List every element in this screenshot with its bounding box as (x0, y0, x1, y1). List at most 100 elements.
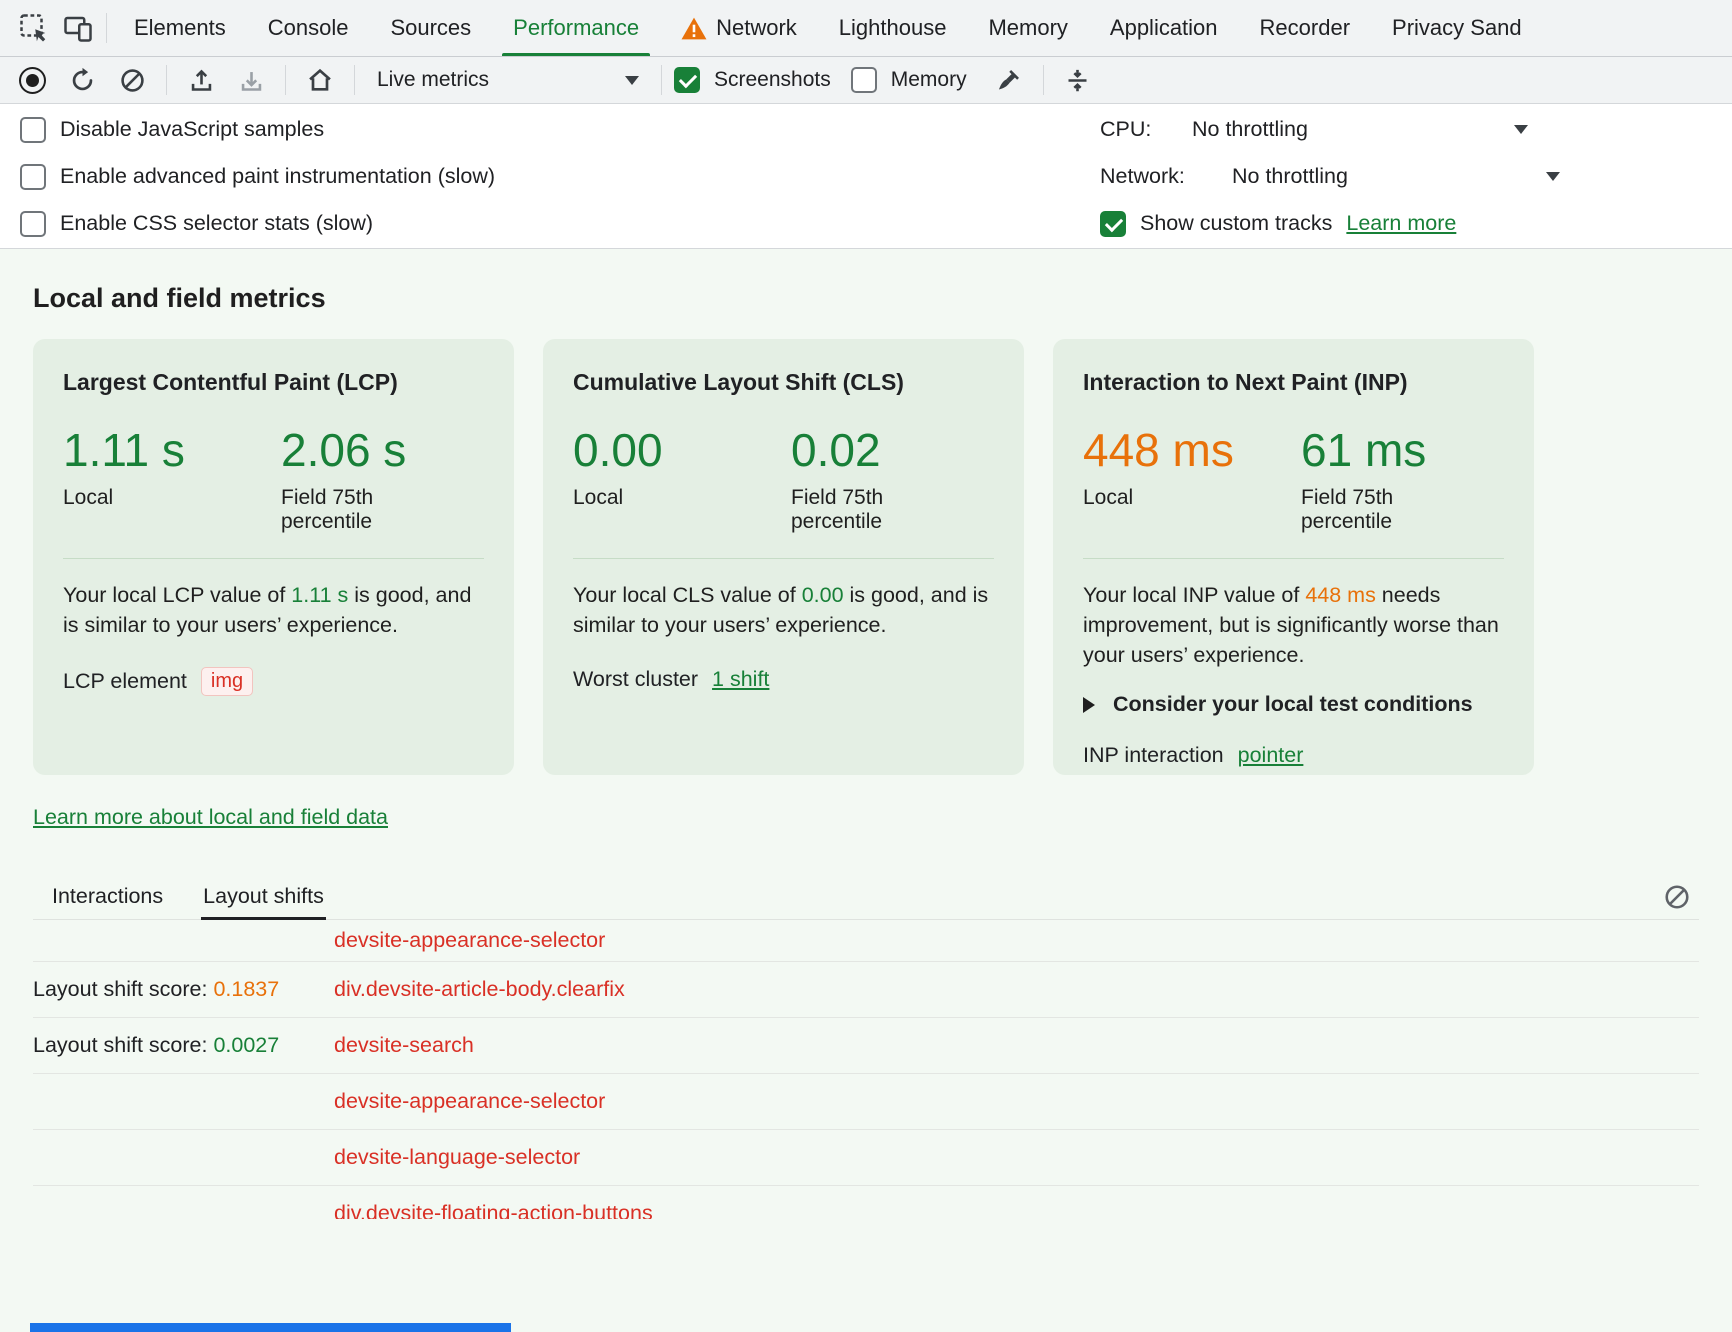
tab-sources[interactable]: Sources (369, 0, 492, 56)
screenshots-checkbox[interactable] (674, 67, 700, 93)
tab-label: Application (1109, 15, 1218, 40)
tab-privacy-sandbox[interactable]: Privacy Sand (1371, 0, 1543, 56)
setting-css-selector-stats: Enable CSS selector stats (slow) (20, 200, 495, 247)
load-profile-icon[interactable] (179, 60, 223, 100)
record-icon[interactable] (10, 60, 54, 100)
worst-cluster-label: Worst cluster (573, 666, 699, 691)
tab-layout-shifts[interactable]: Layout shifts (201, 874, 326, 920)
local-label: Local (573, 486, 624, 510)
devtools-tabbar: Elements Console Sources Performance Net… (0, 0, 1732, 57)
lcp-element-node-badge[interactable]: img (200, 666, 254, 696)
tab-interactions[interactable]: Interactions (52, 884, 164, 908)
clear-log-icon[interactable] (1655, 877, 1699, 917)
score-label: Layout shift score: (33, 1033, 214, 1057)
tab-console[interactable]: Console (247, 0, 370, 56)
tab-recorder[interactable]: Recorder (1239, 0, 1371, 56)
save-profile-icon[interactable] (229, 60, 273, 100)
record-and-reload-icon[interactable] (60, 60, 104, 100)
disable-js-samples-label: Disable JavaScript samples (60, 117, 325, 141)
advanced-paint-checkbox[interactable] (20, 163, 46, 190)
history-dropdown-value: Live metrics (377, 68, 490, 91)
metric-card-inp: Interaction to Next Paint (INP) 448 ms L… (1053, 339, 1534, 775)
logs-section: Interactions Layout shifts devsite-appea… (33, 874, 1699, 1219)
chevron-down-icon (1514, 125, 1528, 134)
inp-description: Your local INP value of 448 ms needs imp… (1083, 583, 1499, 667)
section-title: Local and field metrics (33, 283, 326, 313)
lcp-description: Your local LCP value of 1.11 s is good, … (63, 583, 472, 637)
cpu-throttling-row: CPU: No throttling (1100, 106, 1712, 153)
metric-cards: Largest Contentful Paint (LCP) 1.11 s Lo… (33, 339, 1699, 775)
tab-elements[interactable]: Elements (113, 0, 247, 56)
inp-interaction-label: INP interaction (1083, 743, 1224, 768)
lcp-element-label: LCP element (63, 668, 187, 693)
node-link[interactable]: devsite-appearance-selector (334, 928, 606, 952)
learn-more-link[interactable]: Learn more (1346, 211, 1457, 235)
custom-tracks-checkbox[interactable] (1100, 210, 1126, 237)
local-test-conditions-label: Consider your local test conditions (1113, 692, 1473, 717)
warning-icon (681, 17, 707, 39)
layout-shift-row: devsite-appearance-selector (33, 1074, 1699, 1130)
tab-performance[interactable]: Performance (492, 0, 660, 56)
tab-network[interactable]: Network (660, 0, 818, 56)
disable-js-samples-checkbox[interactable] (20, 116, 46, 143)
field-label: Field 75th percentile (1301, 486, 1394, 534)
node-link[interactable]: div.devsite-article-body.clearfix (334, 977, 625, 1001)
learn-more-local-field-link[interactable]: Learn more about local and field data (33, 805, 388, 829)
capture-settings-panel: Disable JavaScript samples Enable advanc… (0, 104, 1732, 249)
divider (661, 65, 662, 95)
layout-shift-row: Layout shift score: 0.0027 devsite-searc… (33, 1018, 1699, 1074)
network-throttling-select[interactable]: No throttling (1232, 164, 1348, 189)
inp-local-value: 448 ms (1083, 424, 1234, 476)
node-link[interactable]: devsite-appearance-selector (334, 1089, 606, 1113)
network-throttling-row: Network: No throttling (1100, 153, 1712, 200)
inp-interaction-link[interactable]: pointer (1237, 743, 1304, 768)
cpu-throttling-select[interactable]: No throttling (1192, 117, 1308, 142)
memory-checkbox[interactable] (850, 67, 877, 93)
inspect-element-icon[interactable] (12, 8, 56, 48)
network-label: Network: (1100, 164, 1185, 188)
tab-label: Lighthouse (838, 15, 947, 40)
clear-icon[interactable] (110, 60, 154, 100)
device-toolbar-icon[interactable] (56, 8, 100, 48)
score-value: 0.0027 (213, 1033, 280, 1057)
score-value: 0.1837 (213, 977, 280, 1001)
node-link[interactable]: devsite-search (334, 1033, 474, 1057)
divider (166, 65, 167, 95)
node-link[interactable]: div.devsite-floating-action-buttons (334, 1201, 653, 1219)
card-title: Cumulative Layout Shift (CLS) (573, 369, 904, 395)
tab-label: Recorder (1259, 15, 1351, 40)
layout-shift-row: devsite-language-selector (33, 1130, 1699, 1186)
custom-tracks-row: Show custom tracks Learn more (1100, 200, 1712, 247)
field-label: Field 75th percentile (281, 486, 374, 534)
divider (106, 13, 107, 43)
advanced-paint-label: Enable advanced paint instrumentation (s… (60, 164, 496, 188)
chevron-down-icon (1546, 172, 1560, 181)
tab-application[interactable]: Application (1089, 0, 1239, 56)
node-link[interactable]: devsite-language-selector (334, 1145, 581, 1169)
divider (1083, 558, 1504, 560)
cls-inline-value: 0.00 (801, 583, 844, 608)
metric-card-lcp: Largest Contentful Paint (LCP) 1.11 s Lo… (33, 339, 514, 775)
performance-toolbar: Live metrics Screenshots Memory (0, 57, 1732, 104)
home-icon[interactable] (298, 60, 342, 100)
local-test-conditions-expander[interactable]: Consider your local test conditions (1083, 692, 1504, 717)
history-dropdown[interactable]: Live metrics (367, 62, 649, 98)
lcp-local-value: 1.11 s (63, 424, 185, 476)
metric-card-cls: Cumulative Layout Shift (CLS) 0.00 Local… (543, 339, 1024, 775)
broom-icon[interactable] (987, 60, 1031, 100)
css-selector-stats-checkbox[interactable] (20, 210, 46, 237)
live-metrics-view: Local and field metrics Largest Contentf… (0, 249, 1732, 1332)
screenshots-label: Screenshots (714, 68, 831, 91)
triangle-right-icon (1083, 696, 1095, 713)
cls-local-value: 0.00 (573, 424, 663, 476)
tab-label: Console (267, 15, 349, 40)
tab-lighthouse[interactable]: Lighthouse (818, 0, 968, 56)
layout-shift-rows: devsite-appearance-selector Layout shift… (33, 920, 1699, 1219)
tab-label: Privacy Sand (1392, 15, 1522, 40)
collapse-arrows-icon[interactable] (1056, 60, 1100, 100)
tab-memory[interactable]: Memory (967, 0, 1088, 56)
custom-tracks-label: Show custom tracks (1140, 211, 1333, 235)
worst-cluster-link[interactable]: 1 shift (712, 666, 770, 691)
capture-settings-right: CPU: No throttling Network: No throttlin… (1100, 106, 1712, 246)
field-label: Field 75th percentile (791, 486, 884, 534)
